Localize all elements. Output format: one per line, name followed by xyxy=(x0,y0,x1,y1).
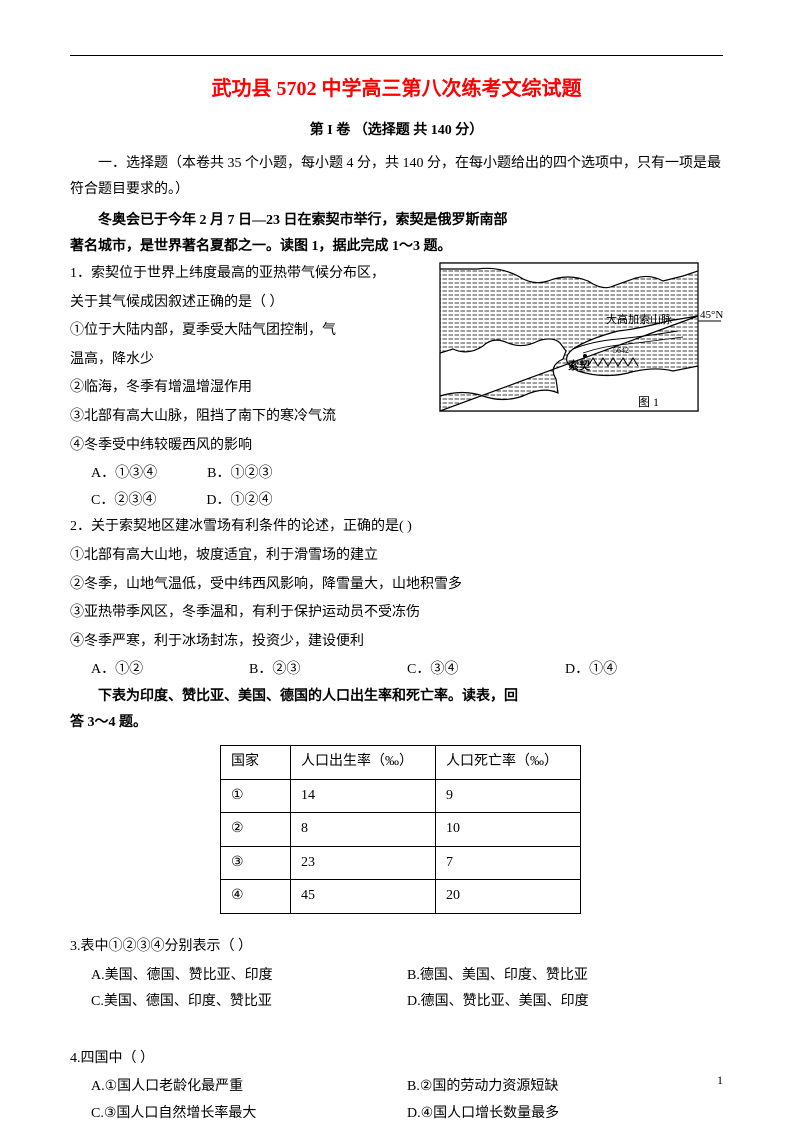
map-city-label: 索契 xyxy=(568,358,591,372)
table-header-2: 人口出生率（‰） xyxy=(291,746,436,780)
q2-stem: 2．关于索契地区建冰雪场有利条件的论述，正确的是( ) xyxy=(70,514,723,541)
q1-options-row-2: C．②③④ D．①②④ xyxy=(70,488,430,515)
q4-option-b: B.②国的劳动力资源短缺 xyxy=(407,1074,723,1101)
map-fig-label: 图 1 xyxy=(638,395,659,409)
q4-option-a: A.①国人口老龄化最严重 xyxy=(91,1074,407,1101)
page-number: 1 xyxy=(717,1069,723,1092)
context-2-line-1: 下表为印度、赞比亚、美国、德国的人口出生率和死亡率。读表，回 xyxy=(70,684,723,711)
context-1-line-1: 冬奥会已于今年 2 月 7 日—23 日在索契市举行，索契是俄罗斯南部 xyxy=(70,208,723,235)
q2-option-c: C．③④ xyxy=(407,657,565,684)
q1-item-4: ④冬季受中纬较暖西风的影响 xyxy=(70,433,430,460)
q3-options-row-1: A.美国、德国、赞比亚、印度 B.德国、美国、印度、赞比亚 xyxy=(70,963,723,990)
section-intro: 一．选择题（本卷共 35 个小题，每小题 4 分，共 140 分，在每小题给出的… xyxy=(70,151,723,204)
q1-option-b: B．①②③ xyxy=(207,461,272,488)
table-cell: ③ xyxy=(221,846,291,880)
q2-option-b: B．②③ xyxy=(249,657,407,684)
map-svg: 大高加索山脉 45°N 索契 5642 图 1 xyxy=(438,261,723,429)
q2-options: A．①② B．②③ C．③④ D．①④ xyxy=(70,657,723,684)
q4-options-row-1: A.①国人口老龄化最严重 B.②国的劳动力资源短缺 xyxy=(70,1074,723,1101)
q2-item-4: ④冬季严寒，利于冰场封冻，投资少，建设便利 xyxy=(70,629,723,656)
q1-item-1: ①位于大陆内部，夏季受大陆气团控制，气 xyxy=(70,318,430,345)
map-elev-label: 5642 xyxy=(613,346,629,355)
table-cell: 45 xyxy=(291,880,436,914)
context-1-line-2: 著名城市，是世界著名夏都之一。读图 1，据此完成 1～3 题。 xyxy=(70,234,723,261)
q3-options-row-2: C.美国、德国、印度、赞比亚 D.德国、赞比亚、美国、印度 xyxy=(70,989,723,1016)
q1-item-1b: 温高，降水少 xyxy=(70,347,430,374)
q1-item-3: ③北部有高大山脉，阻挡了南下的寒冷气流 xyxy=(70,404,430,431)
table-row: ② 8 10 xyxy=(221,813,581,847)
table-cell: ④ xyxy=(221,880,291,914)
table-header-1: 国家 xyxy=(221,746,291,780)
q1-stem-1: 1．索契位于世界上纬度最高的亚热带气候分布区， xyxy=(70,261,430,288)
map-figure: 大高加索山脉 45°N 索契 5642 图 1 xyxy=(438,261,723,429)
map-lat-label: 45°N xyxy=(700,309,723,321)
subtitle: 第 I 卷 （选择题 共 140 分） xyxy=(70,118,723,145)
q2-option-a: A．①② xyxy=(91,657,249,684)
table-cell: 23 xyxy=(291,846,436,880)
q2-item-1: ①北部有高大山地，坡度适宜，利于滑雪场的建立 xyxy=(70,543,723,570)
table-cell: ② xyxy=(221,813,291,847)
question-1-block: 大高加索山脉 45°N 索契 5642 图 1 1．索契位于世界上纬度最高的亚热… xyxy=(70,261,723,514)
q2-item-2: ②冬季，山地气温低，受中纬西风影响，降雪量大，山地积雪多 xyxy=(70,572,723,599)
q3-option-c: C.美国、德国、印度、赞比亚 xyxy=(91,989,407,1016)
q4-option-d: D.④国人口增长数量最多 xyxy=(407,1101,723,1128)
table-cell: 7 xyxy=(436,846,581,880)
question-3-block: 3.表中①②③④分别表示（ ） A.美国、德国、赞比亚、印度 B.德国、美国、印… xyxy=(70,934,723,1016)
table-row: ① 14 9 xyxy=(221,779,581,813)
q4-option-c: C.③国人口自然增长率最大 xyxy=(91,1101,407,1128)
table-cell: ① xyxy=(221,779,291,813)
q1-option-d: D．①②④ xyxy=(206,488,272,515)
table-cell: 8 xyxy=(291,813,436,847)
table-cell: 20 xyxy=(436,880,581,914)
q3-stem: 3.表中①②③④分别表示（ ） xyxy=(70,934,723,961)
top-rule xyxy=(70,55,723,56)
q1-option-c: C．②③④ xyxy=(91,488,156,515)
table-row: ④ 45 20 xyxy=(221,880,581,914)
q2-item-3: ③亚热带季风区，冬季温和，有利于保护运动员不受冻伤 xyxy=(70,600,723,627)
q3-option-b: B.德国、美国、印度、赞比亚 xyxy=(407,963,723,990)
table-header-3: 人口死亡率（‰） xyxy=(436,746,581,780)
q1-stem-2: 关于其气候成因叙述正确的是（ ） xyxy=(70,290,430,317)
data-table: 国家 人口出生率（‰） 人口死亡率（‰） ① 14 9 ② 8 10 ③ 23 … xyxy=(220,745,581,914)
q1-item-2: ②临海，冬季有增温增湿作用 xyxy=(70,375,430,402)
q1-option-a: A．①③④ xyxy=(91,461,157,488)
question-4-block: 4.四国中（ ） A.①国人口老龄化最严重 B.②国的劳动力资源短缺 C.③国人… xyxy=(70,1046,723,1128)
q3-option-d: D.德国、赞比亚、美国、印度 xyxy=(407,989,723,1016)
q4-options-row-2: C.③国人口自然增长率最大 D.④国人口增长数量最多 xyxy=(70,1101,723,1128)
table-row: ③ 23 7 xyxy=(221,846,581,880)
q4-stem: 4.四国中（ ） xyxy=(70,1046,723,1073)
map-mountain-label: 大高加索山脉 xyxy=(606,312,672,326)
table-cell: 9 xyxy=(436,779,581,813)
context-2-line-2: 答 3～4 题。 xyxy=(70,710,723,737)
main-title: 武功县 5702 中学高三第八次练考文综试题 xyxy=(70,70,723,108)
q2-option-d: D．①④ xyxy=(565,657,723,684)
table-cell: 10 xyxy=(436,813,581,847)
question-2-block: 2．关于索契地区建冰雪场有利条件的论述，正确的是( ) ①北部有高大山地，坡度适… xyxy=(70,514,723,684)
table-header-row: 国家 人口出生率（‰） 人口死亡率（‰） xyxy=(221,746,581,780)
q3-option-a: A.美国、德国、赞比亚、印度 xyxy=(91,963,407,990)
q1-options-row-1: A．①③④ B．①②③ xyxy=(70,461,430,488)
table-cell: 14 xyxy=(291,779,436,813)
